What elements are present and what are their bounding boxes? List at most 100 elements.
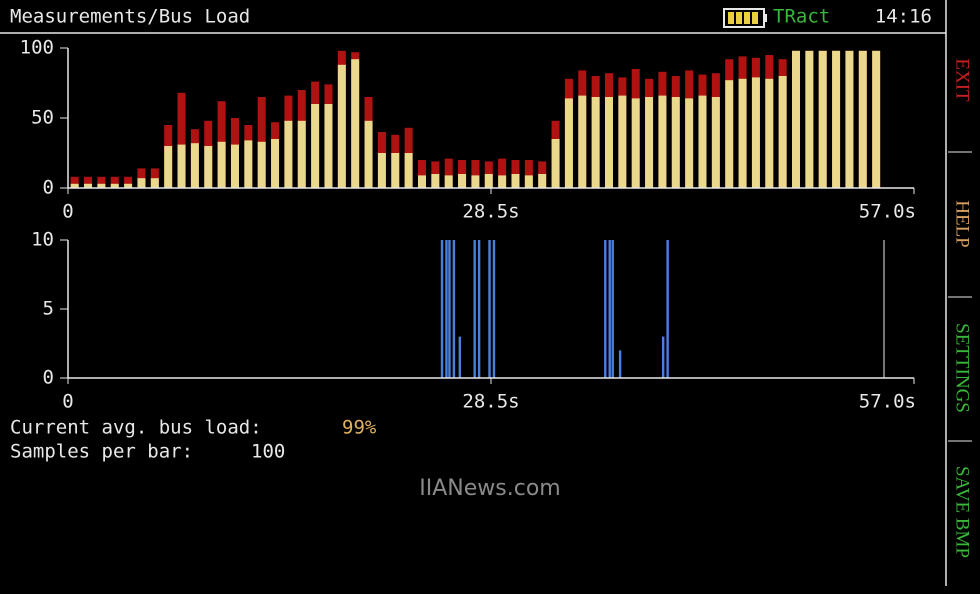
- bar: [70, 183, 79, 188]
- bar: [658, 95, 667, 188]
- bar: [564, 98, 573, 188]
- bar: [738, 78, 747, 188]
- bar: [832, 50, 841, 188]
- y-tick-label: 0: [43, 367, 54, 389]
- x-tick-label: 28.5s: [462, 201, 519, 223]
- bar: [551, 139, 560, 188]
- bar: [440, 240, 444, 378]
- bar: [765, 78, 774, 188]
- bar: [538, 174, 547, 188]
- bar: [444, 158, 453, 188]
- bar: [324, 104, 333, 188]
- x-tick-label: 57.0s: [859, 391, 916, 413]
- info-value: 100: [251, 441, 285, 463]
- bar: [257, 141, 266, 188]
- bar: [498, 175, 507, 188]
- bar: [417, 160, 426, 188]
- bar: [671, 97, 680, 188]
- info-label: Current avg. bus load:: [10, 417, 262, 439]
- bar: [604, 97, 614, 188]
- battery-cell: [752, 12, 758, 24]
- bar: [818, 50, 827, 188]
- bar: [458, 336, 462, 378]
- bar: [498, 158, 507, 188]
- y-tick-label: 100: [20, 37, 54, 59]
- bar: [473, 240, 476, 378]
- bar: [751, 77, 760, 188]
- bar: [524, 175, 533, 188]
- bar: [84, 183, 93, 188]
- bar: [471, 175, 480, 188]
- bar: [351, 59, 360, 189]
- x-tick-label: 28.5s: [462, 391, 519, 413]
- bar: [661, 336, 665, 378]
- bar: [511, 174, 520, 188]
- bar: [631, 98, 640, 188]
- bar: [177, 144, 186, 188]
- bar: [190, 143, 199, 188]
- bar: [845, 50, 854, 188]
- bar: [778, 76, 787, 188]
- bar: [698, 95, 707, 188]
- bar: [711, 97, 720, 188]
- bar: [391, 153, 400, 188]
- x-tick-label: 0: [62, 391, 73, 413]
- bar: [725, 80, 734, 188]
- bar: [524, 160, 533, 188]
- bar: [791, 50, 801, 188]
- bar: [150, 178, 159, 188]
- status: TRact: [773, 6, 830, 28]
- bar: [608, 240, 611, 378]
- bar: [124, 176, 133, 188]
- bar: [271, 139, 280, 188]
- bar: [284, 120, 293, 188]
- clock: 14:16: [875, 6, 932, 28]
- bar: [164, 146, 173, 188]
- bar: [492, 240, 496, 378]
- y-tick-label: 10: [31, 229, 54, 251]
- bar: [70, 176, 79, 188]
- bar: [84, 176, 93, 188]
- bar: [97, 183, 106, 188]
- bar: [488, 240, 491, 378]
- bar: [445, 240, 448, 378]
- bar: [244, 140, 253, 188]
- bar: [177, 92, 186, 188]
- menu-button[interactable]: SAVE BMP: [952, 466, 973, 558]
- bar: [685, 98, 694, 188]
- menu-button[interactable]: EXIT: [952, 58, 973, 102]
- bar: [124, 183, 133, 188]
- watermark: IIANews.com: [419, 476, 560, 501]
- bar: [458, 174, 467, 188]
- bar: [110, 176, 119, 188]
- y-tick-label: 50: [31, 107, 54, 129]
- menu-button[interactable]: HELP: [952, 200, 973, 248]
- bar: [217, 141, 226, 188]
- bar: [377, 153, 386, 188]
- screen-title: Measurements/Bus Load: [10, 6, 250, 28]
- bar: [471, 160, 480, 188]
- bar: [452, 240, 456, 378]
- battery-tip: [764, 14, 767, 22]
- bar: [110, 183, 119, 188]
- bar: [618, 350, 622, 378]
- menu-button[interactable]: SETTINGS: [952, 323, 973, 413]
- bar: [477, 240, 481, 378]
- bar: [484, 174, 493, 188]
- battery-cell: [744, 12, 750, 24]
- x-tick-label: 0: [62, 201, 73, 223]
- bar: [444, 175, 453, 188]
- bar: [805, 50, 814, 188]
- x-tick-label: 57.0s: [859, 201, 916, 223]
- bar: [137, 178, 146, 188]
- bar: [230, 144, 239, 188]
- bar: [204, 146, 213, 188]
- bar: [364, 120, 373, 188]
- y-tick-label: 5: [43, 298, 54, 320]
- bar: [97, 176, 106, 188]
- bar: [311, 104, 320, 188]
- info-value: 99%: [342, 417, 377, 439]
- bar: [666, 240, 669, 378]
- bar: [431, 174, 440, 188]
